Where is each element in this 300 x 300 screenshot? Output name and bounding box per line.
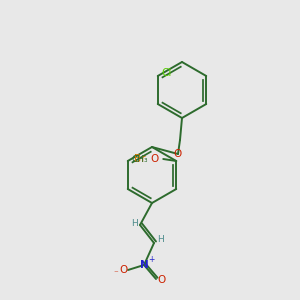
Text: H: H bbox=[130, 218, 137, 227]
Text: O: O bbox=[174, 149, 182, 159]
Text: O: O bbox=[157, 275, 165, 285]
Text: Cl: Cl bbox=[162, 68, 172, 78]
Text: H: H bbox=[158, 235, 164, 244]
Text: ⁻: ⁻ bbox=[114, 269, 118, 278]
Text: O: O bbox=[150, 154, 158, 164]
Text: Br: Br bbox=[134, 154, 146, 164]
Text: O: O bbox=[119, 265, 127, 275]
Text: +: + bbox=[148, 256, 154, 265]
Text: CH₃: CH₃ bbox=[132, 154, 148, 164]
Text: N: N bbox=[140, 260, 148, 270]
